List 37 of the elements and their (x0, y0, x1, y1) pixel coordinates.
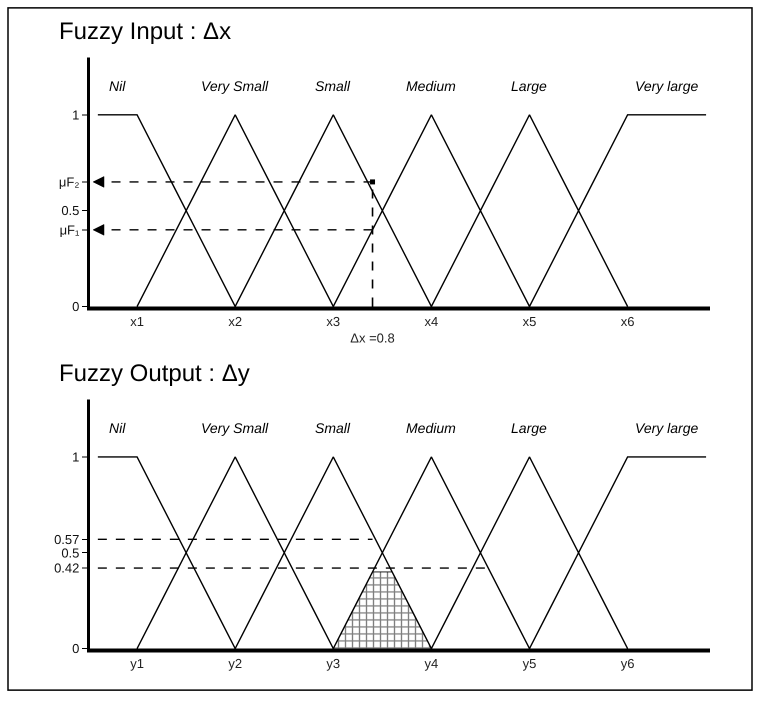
y-tick-label: 0.42 (54, 560, 80, 576)
x-tick-label: y2 (228, 656, 242, 671)
text: Very Small (201, 420, 270, 436)
series-label: Nil (109, 78, 126, 94)
text: Medium (406, 78, 456, 94)
x-tick-label: y4 (424, 656, 438, 671)
x-tick-label: x3 (326, 314, 340, 329)
x-tick-label: x1 (130, 314, 144, 329)
x-tick-label: Δx =0.8 (350, 330, 395, 346)
text: Very Small (201, 78, 270, 94)
series-label: Large (511, 78, 548, 94)
x-tick-label: y5 (522, 656, 536, 671)
text: Medium (406, 420, 456, 436)
x-tick-label: x5 (522, 314, 536, 329)
chart-title: Fuzzy Output : Δy (59, 360, 250, 387)
y-tick-label: 1 (72, 449, 80, 464)
x-tick-label: x6 (620, 314, 634, 329)
series-label: Large (511, 420, 548, 436)
y-tick-label: μF₁ (60, 222, 80, 238)
series-label: Very large (635, 420, 698, 436)
y-tick-label: 0.57 (54, 532, 80, 547)
x-tick-label: y6 (620, 656, 634, 671)
series-label: Small (315, 78, 351, 94)
series-label: Very large (635, 78, 698, 94)
y-tick-label: μF₂ (58, 174, 80, 190)
y-tick-label: 0 (72, 641, 80, 656)
y-tick-label: 0 (72, 299, 80, 314)
x-tick-label: x4 (424, 314, 438, 329)
y-tick-label: 1 (72, 107, 80, 122)
y-tick-label: 0.5 (61, 545, 80, 560)
series-label: Nil (109, 420, 126, 436)
x-tick-label: y3 (326, 656, 340, 671)
series-label: Small (315, 420, 351, 436)
y-tick-label: 0.5 (61, 203, 80, 218)
chart-title: Fuzzy Input : Δx (59, 18, 232, 45)
x-tick-label: x2 (228, 314, 242, 329)
x-tick-label: y1 (130, 656, 144, 671)
